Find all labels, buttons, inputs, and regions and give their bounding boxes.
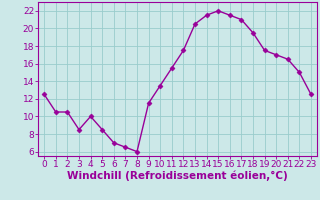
X-axis label: Windchill (Refroidissement éolien,°C): Windchill (Refroidissement éolien,°C): [67, 171, 288, 181]
